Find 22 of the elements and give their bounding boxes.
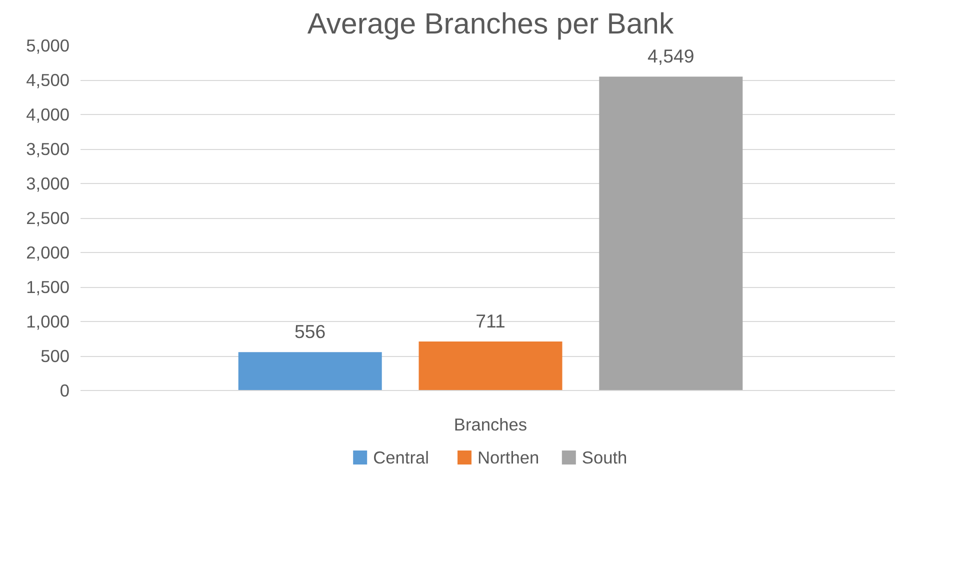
y-tick-label: 3,500 — [26, 139, 70, 159]
y-tick-label: 3,000 — [26, 174, 70, 194]
y-tick-label: 1,500 — [26, 277, 70, 297]
y-tick-label: 4,500 — [26, 70, 70, 90]
bar — [418, 341, 562, 390]
data-label: 556 — [294, 321, 326, 342]
legend-label: Central — [373, 448, 429, 468]
y-tick-label: 0 — [60, 380, 70, 400]
y-tick-label: 2,500 — [26, 208, 70, 228]
legend-label: South — [582, 448, 628, 468]
data-label: 711 — [476, 310, 506, 332]
bar — [238, 352, 382, 390]
bar — [599, 76, 743, 390]
chart-title: Average Branches per Bank — [307, 8, 674, 40]
y-tick-label: 2,000 — [26, 242, 70, 262]
legend-label: Northen — [478, 448, 540, 468]
x-tick-label: Branches — [454, 414, 528, 434]
y-tick-label: 4,000 — [26, 104, 70, 124]
data-label: 4,549 — [648, 46, 694, 67]
y-tick-label: 5,000 — [26, 36, 70, 56]
y-tick-label: 500 — [40, 346, 70, 366]
y-tick-label: 1,000 — [26, 312, 70, 332]
